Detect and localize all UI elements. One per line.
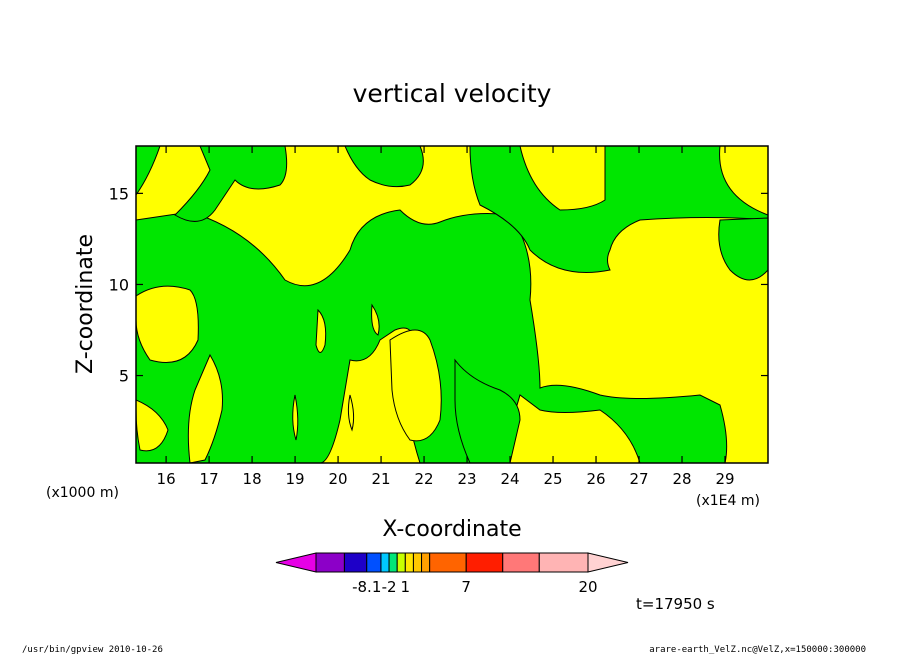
negative-velocity-regions — [136, 146, 768, 463]
x-tick-label: 28 — [672, 470, 691, 488]
x-tick-label: 25 — [543, 470, 562, 488]
y-tick-label: 10 — [109, 275, 129, 294]
colorbar-label: 1 — [401, 578, 411, 596]
y-axis-ticks: 5 10 15 — [109, 184, 768, 386]
x-tick-label: 22 — [415, 470, 434, 488]
colorbar-label: 7 — [461, 578, 471, 596]
y-tick-label: 15 — [109, 184, 129, 203]
plot-area: 16 17 18 19 20 21 22 23 24 25 26 27 28 29 5 10 15 — [109, 145, 769, 488]
x-axis-ticks: 16 17 18 19 20 21 22 23 24 25 26 27 28 29 — [157, 146, 735, 488]
x-tick-label: 20 — [329, 470, 348, 488]
plot-frame — [135, 145, 769, 464]
colorbar: -8.1 -2 1 7 20 — [275, 552, 629, 596]
x-tick-label: 29 — [715, 470, 734, 488]
x-tick-label: 26 — [586, 470, 605, 488]
colorbar-segment — [412, 552, 423, 573]
y-tick-label: 5 — [119, 367, 129, 386]
chart-title: vertical velocity — [353, 79, 552, 108]
x-tick-label: 17 — [200, 470, 219, 488]
x-tick-label: 19 — [286, 470, 305, 488]
x-tick-label: 18 — [243, 470, 262, 488]
colorbar-high-arrow — [587, 552, 629, 573]
colorbar-label: -8.1 — [352, 578, 381, 596]
time-label: t=17950 s — [636, 595, 715, 613]
x-tick-label: 27 — [629, 470, 648, 488]
y-axis-unit: (x1000 m) — [46, 485, 119, 501]
colorbar-label: -2 — [382, 578, 397, 596]
colorbar-segment — [538, 552, 589, 573]
footer-left: /usr/bin/gpview 2010-10-26 — [22, 645, 163, 654]
x-tick-label: 21 — [372, 470, 391, 488]
footer-right: arare-earth_VelZ.nc@VelZ,x=150000:300000 — [649, 645, 866, 654]
colorbar-segment — [429, 552, 467, 573]
y-axis-label: Z-coordinate — [73, 234, 98, 374]
colorbar-segment — [380, 552, 390, 573]
x-axis-label: X-coordinate — [382, 517, 521, 542]
positive-velocity-regions — [136, 285, 442, 463]
x-tick-label: 23 — [458, 470, 477, 488]
x-tick-label: 24 — [500, 470, 519, 488]
colorbar-segment — [502, 552, 540, 573]
colorbar-segment — [343, 552, 368, 573]
colorbar-label: 20 — [578, 578, 597, 596]
colorbar-segment — [404, 552, 414, 573]
colorbar-low-arrow — [275, 552, 317, 573]
x-axis-unit: (x1E4 m) — [696, 493, 760, 509]
colorbar-segment — [465, 552, 504, 573]
colorbar-segment — [388, 552, 398, 573]
x-tick-label: 16 — [157, 470, 176, 488]
colorbar-segment — [396, 552, 406, 573]
colorbar-segment — [421, 552, 431, 573]
colorbar-segment — [366, 552, 382, 573]
colorbar-segment — [315, 552, 345, 573]
